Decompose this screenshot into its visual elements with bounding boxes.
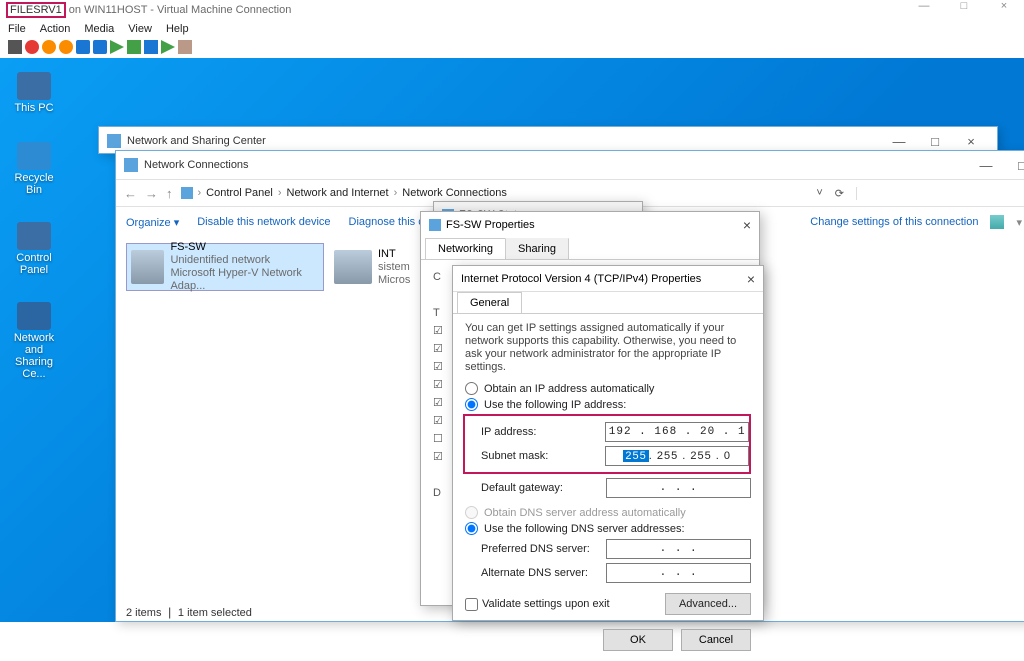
close-button[interactable]: × [747, 271, 755, 287]
pc-icon [17, 72, 51, 100]
tab-sharing[interactable]: Sharing [505, 238, 569, 259]
refresh-icon[interactable]: ⟳ [835, 187, 844, 200]
close-button[interactable]: × [953, 134, 989, 149]
menu-view[interactable]: View [128, 23, 152, 35]
menu-action[interactable]: Action [40, 23, 71, 35]
breadcrumb-icon [181, 187, 193, 199]
cpl-icon [17, 222, 51, 250]
tb-pause-icon[interactable] [93, 40, 107, 54]
vmconnect-titlebar: FILESRV1 on WIN11HOST - Virtual Machine … [0, 0, 1024, 20]
organize-button[interactable]: Organize ▾ [126, 216, 179, 229]
adapter-icon [334, 250, 372, 284]
radio-use-ip[interactable]: Use the following IP address: [465, 398, 751, 411]
vm-toolbar [0, 38, 1024, 56]
up-button[interactable]: ↑ [166, 186, 173, 201]
forward-button[interactable]: → [145, 186, 158, 201]
menu-file[interactable]: File [8, 23, 26, 35]
desktop-icon-network-sharing[interactable]: Network and Sharing Ce... [6, 302, 62, 380]
tb-share-icon[interactable] [178, 40, 192, 54]
tab-networking[interactable]: Networking [425, 238, 506, 259]
maximize-button[interactable]: □ [1004, 158, 1024, 173]
subnet-mask-input[interactable]: 255 . 255 . 255 . 0 [605, 446, 749, 466]
advanced-button[interactable]: Advanced... [665, 593, 751, 615]
minimize-button[interactable]: — [881, 134, 917, 149]
nc-titlebar-icon [124, 158, 138, 172]
ip-address-input[interactable]: 192 . 168 . 20 . 1 [605, 422, 749, 442]
alternate-dns-input[interactable]: . . . [606, 563, 751, 583]
ok-button[interactable]: OK [603, 629, 673, 651]
default-gateway-input[interactable]: . . . [606, 478, 751, 498]
breadcrumb[interactable]: › Control Panel› Network and Internet› N… [181, 187, 507, 199]
adapter-icon [429, 219, 441, 231]
tb-save-icon[interactable] [76, 40, 90, 54]
nc-title: Network Connections [144, 159, 249, 171]
bin-icon [17, 142, 51, 170]
vm-menubar: File Action Media View Help [0, 20, 1024, 38]
tb-start-icon[interactable] [110, 40, 124, 54]
menu-help[interactable]: Help [166, 23, 189, 35]
adapter-icon [131, 250, 164, 284]
nsc-titlebar-icon [107, 134, 121, 148]
ipv4-properties-dialog: Internet Protocol Version 4 (TCP/IPv4) P… [452, 265, 764, 621]
close-button[interactable]: × [984, 0, 1024, 20]
tab-general[interactable]: General [457, 292, 522, 313]
radio-use-dns[interactable]: Use the following DNS server addresses: [465, 522, 751, 535]
tb-reset-icon[interactable] [127, 40, 141, 54]
vm-window-controls: — □ × [904, 0, 1024, 20]
maximize-button[interactable]: □ [917, 134, 953, 149]
vm-title-rest: on WIN11HOST - Virtual Machine Connectio… [69, 4, 292, 16]
search-box[interactable]: 🔍 [856, 187, 1024, 200]
minimize-button[interactable]: — [904, 0, 944, 20]
radio-obtain-ip-auto[interactable]: Obtain an IP address automatically [465, 382, 751, 395]
change-settings-link[interactable]: Change settings of this connection [810, 216, 978, 228]
tb-checkpoint-icon[interactable] [144, 40, 158, 54]
minimize-button[interactable]: — [968, 158, 1004, 173]
radio-obtain-dns-auto: Obtain DNS server address automatically [465, 506, 751, 519]
cancel-button[interactable]: Cancel [681, 629, 751, 651]
diagnose-button[interactable]: Diagnose this c [349, 216, 424, 228]
view-icon[interactable] [990, 215, 1004, 229]
server-name: FILESRV1 [6, 2, 66, 18]
chevron-down-icon[interactable]: ˅ [816, 187, 822, 199]
tb-revert-icon[interactable] [161, 40, 175, 54]
guest-desktop: This PC Recycle Bin Control Panel Networ… [0, 58, 1024, 622]
maximize-button[interactable]: □ [944, 0, 984, 20]
validate-checkbox[interactable]: Validate settings upon exit [465, 598, 610, 611]
desktop-icon-recycle-bin[interactable]: Recycle Bin [6, 142, 62, 196]
nsc-title: Network and Sharing Center [127, 135, 266, 147]
close-button[interactable]: × [743, 217, 751, 233]
back-button[interactable]: ← [124, 186, 137, 201]
menu-media[interactable]: Media [84, 23, 114, 35]
desktop-icon-control-panel[interactable]: Control Panel [6, 222, 62, 276]
tb-turnoff-icon[interactable] [42, 40, 56, 54]
help-text: You can get IP settings assigned automat… [465, 322, 751, 374]
preferred-dns-input[interactable]: . . . [606, 539, 751, 559]
statusbar: 2 items | 1 item selected [126, 605, 252, 619]
ipv4-title: Internet Protocol Version 4 (TCP/IPv4) P… [461, 273, 701, 285]
tb-stop-icon[interactable] [25, 40, 39, 54]
tb-icon[interactable] [8, 40, 22, 54]
adapter-fs-sw[interactable]: FS-SW Unidentified network Microsoft Hyp… [126, 243, 324, 291]
disable-device-button[interactable]: Disable this network device [197, 216, 330, 228]
tb-shutdown-icon[interactable] [59, 40, 73, 54]
nsc-icon [17, 302, 51, 330]
desktop-icon-this-pc[interactable]: This PC [6, 72, 62, 114]
